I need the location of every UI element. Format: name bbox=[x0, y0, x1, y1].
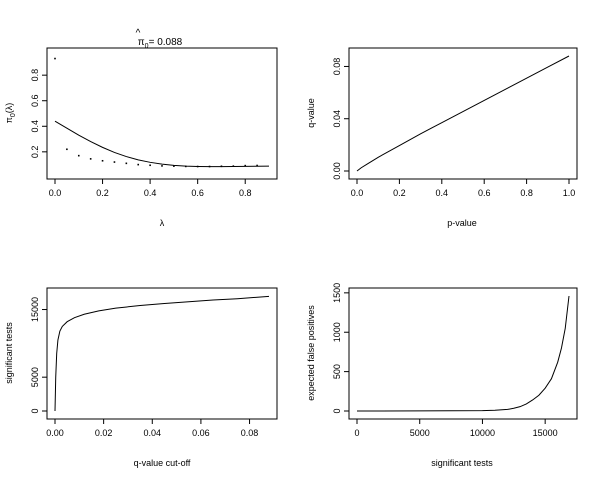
y-tick-label: 1000 bbox=[332, 322, 342, 342]
data-point bbox=[244, 164, 247, 167]
x-tick-label: 0.8 bbox=[520, 188, 533, 198]
plot-frame bbox=[348, 287, 578, 420]
y-tick-label: 0.04 bbox=[332, 110, 342, 128]
y-tick-label: 15000 bbox=[30, 297, 40, 322]
x-tick-label: 1.0 bbox=[563, 188, 576, 198]
plot-frame bbox=[46, 47, 278, 180]
y-tick-label: 0.6 bbox=[30, 94, 40, 107]
data-point bbox=[125, 162, 128, 165]
y-axis: 0 500 1000 1500 bbox=[332, 283, 349, 414]
y-tick-label: 5000 bbox=[30, 367, 40, 387]
data-point bbox=[149, 164, 151, 167]
x-tick-label: 0.4 bbox=[144, 188, 157, 198]
title-hat: ^ bbox=[136, 28, 141, 39]
false-positives-curve bbox=[356, 295, 570, 412]
x-tick-label: 0.2 bbox=[96, 188, 109, 198]
x-tick-label: 0.6 bbox=[478, 188, 491, 198]
x-tick-label: 15000 bbox=[533, 428, 558, 438]
y-label-subscript: 0 bbox=[10, 113, 17, 117]
y-tick-label: 1500 bbox=[332, 283, 342, 303]
data-point bbox=[89, 158, 92, 160]
data-points bbox=[54, 57, 258, 168]
y-tick-label: 0.08 bbox=[332, 58, 342, 76]
data-point bbox=[137, 163, 140, 166]
y-axis-label: expected false positives bbox=[306, 305, 316, 401]
y-axis-label: q-value bbox=[306, 98, 316, 128]
x-tick-label: 0.4 bbox=[436, 188, 449, 198]
y-tick-label: 0 bbox=[30, 408, 40, 413]
y-tick-label: 0 bbox=[332, 408, 342, 413]
plot-frame bbox=[46, 287, 278, 420]
x-tick-label: 0.00 bbox=[46, 428, 64, 438]
smoother-curve bbox=[54, 120, 270, 168]
x-tick-label: 0.2 bbox=[393, 188, 406, 198]
panel-fp-vs-sig: 0 5000 10000 15000 0 500 1000 1500 significant… bbox=[306, 283, 578, 468]
chart-title: π0= 0.088 bbox=[138, 37, 183, 50]
x-tick-label: 0.6 bbox=[191, 188, 204, 198]
x-tick-label: 0.0 bbox=[49, 188, 62, 198]
x-tick-label: 0.0 bbox=[351, 188, 364, 198]
data-point bbox=[66, 148, 68, 151]
panel-sig-vs-qcutoff: 0.00 0.02 0.04 0.06 0.08 0 5000 15000 q-value … bbox=[4, 287, 278, 468]
y-tick-label: 500 bbox=[332, 364, 342, 379]
significant-tests-curve bbox=[54, 295, 270, 412]
data-point bbox=[113, 161, 116, 163]
y-axis-label: π0(λ) bbox=[4, 103, 17, 124]
y-tick-label: 0.8 bbox=[30, 69, 40, 82]
x-tick-label: 0 bbox=[354, 428, 359, 438]
y-axis-label: significant tests bbox=[4, 322, 14, 384]
data-point bbox=[77, 154, 80, 157]
y-axis: 0.00 0.04 0.08 bbox=[332, 58, 349, 180]
panel-pi0: 0.0 0.2 0.4 0.6 0.8 0.20.40.60.8 π0= 0.088 ^… bbox=[4, 28, 278, 228]
x-axis: 0.0 0.2 0.4 0.6 0.8 bbox=[49, 179, 252, 198]
x-axis: 0.00 0.02 0.04 0.06 0.08 bbox=[46, 419, 258, 438]
data-point bbox=[256, 164, 258, 167]
y-tick-label: 0.00 bbox=[332, 162, 342, 180]
x-axis-label: q-value cut-off bbox=[134, 458, 191, 468]
x-axis: 0 5000 10000 15000 bbox=[354, 419, 558, 438]
title-subscript: 0 bbox=[145, 43, 149, 50]
title-pi: π bbox=[138, 37, 145, 48]
title-value: = 0.088 bbox=[149, 37, 183, 48]
y-axis: 0.2 0.4 0.6 0.8 bbox=[30, 69, 47, 158]
x-axis-label: p-value bbox=[447, 218, 477, 228]
plot-frame bbox=[348, 47, 578, 180]
y-tick-label: 0.2 bbox=[30, 146, 40, 159]
x-tick-label: 10000 bbox=[470, 428, 495, 438]
x-axis-label: λ bbox=[160, 218, 165, 228]
data-point bbox=[161, 165, 163, 167]
x-tick-label: 0.8 bbox=[239, 188, 252, 198]
x-tick-label: 0.08 bbox=[241, 428, 259, 438]
y-label-pi: π bbox=[4, 117, 14, 123]
panel-qvalue-vs-pvalue: 0.0 0.2 0.4 0.6 0.8 1.0 0.000.040.08 p-value … bbox=[306, 47, 578, 228]
x-tick-label: 0.02 bbox=[95, 428, 113, 438]
y-tick-label: 0.4 bbox=[30, 120, 40, 133]
x-tick-label: 0.04 bbox=[144, 428, 162, 438]
y-axis: 0 5000 15000 bbox=[30, 297, 47, 414]
y-label-arg: (λ) bbox=[4, 103, 14, 114]
x-axis: 0.0 0.2 0.4 0.6 0.8 1.0 bbox=[351, 179, 576, 198]
data-point bbox=[173, 165, 175, 167]
x-axis-label: significant tests bbox=[431, 458, 493, 468]
data-point bbox=[101, 159, 104, 162]
data-point bbox=[54, 57, 56, 60]
x-tick-label: 0.06 bbox=[192, 428, 210, 438]
qvalue-curve bbox=[356, 55, 570, 172]
x-tick-label: 5000 bbox=[410, 428, 430, 438]
